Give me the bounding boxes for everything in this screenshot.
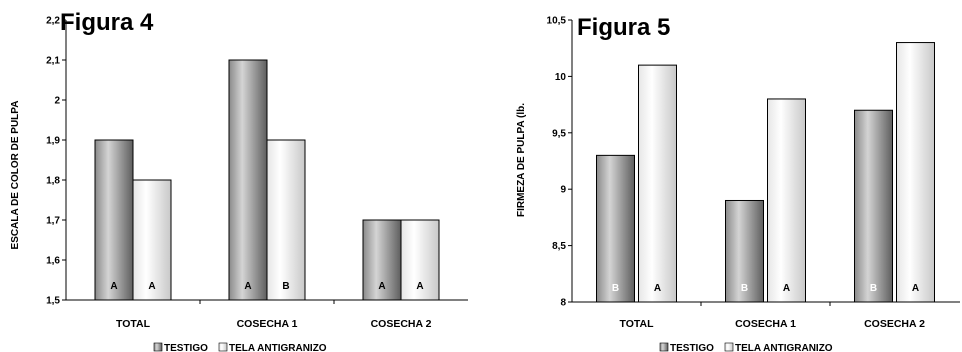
legend: TESTIGO TELA ANTIGRANIZO — [659, 342, 833, 352]
x-tick-label: COSECHA 2 — [371, 318, 432, 330]
bar-significance-letter: B — [282, 281, 289, 292]
bar-significance-letter: A — [244, 281, 251, 292]
bar-testigo — [362, 219, 402, 301]
bar-tela — [132, 179, 172, 301]
y-tick-label: 1,6 — [46, 256, 60, 267]
bar-testigo — [854, 109, 893, 303]
bar-significance-letter: A — [416, 281, 423, 292]
bar-testigo — [228, 59, 268, 301]
legend-swatch-tela — [218, 342, 228, 352]
chart-figura-4: Figura 4 ESCALA DE COLOR DE PULPA 1,5 1,6… — [10, 9, 468, 352]
y-tick-label: 9 — [560, 185, 566, 196]
y-axis-label: FIRMEZA DE PULPA (lb. — [516, 103, 527, 217]
y-tick-label: 1,7 — [46, 216, 60, 227]
legend-label-tela: TELA ANTIGRANIZO — [735, 343, 833, 352]
bar-significance-letter: A — [654, 283, 661, 294]
bar-tela — [638, 64, 677, 303]
bar-tela — [896, 42, 935, 303]
chart-figura-5: Figura 5 FIRMEZA DE PULPA (lb. 8 8,5 9 9,5 1… — [516, 14, 960, 352]
bar-tela — [767, 98, 806, 303]
y-axis-label: ESCALA DE COLOR DE PULPA — [10, 101, 21, 250]
chart-title: Figura 4 — [60, 9, 154, 36]
bar-tela — [266, 139, 306, 301]
legend-label-testigo: TESTIGO — [164, 343, 208, 352]
y-tick-label: 8 — [560, 298, 566, 309]
y-tick-label: 2 — [54, 96, 60, 107]
bar-significance-letter: B — [870, 283, 877, 294]
y-tick-label: 9,5 — [552, 128, 566, 139]
legend-label-tela: TELA ANTIGRANIZO — [229, 343, 327, 352]
y-tick-label: 1,5 — [46, 296, 60, 307]
x-tick-label: COSECHA 1 — [735, 318, 796, 330]
legend-swatch-tela — [724, 342, 734, 352]
legend-swatch-testigo — [659, 342, 669, 352]
bar-significance-letter: A — [110, 281, 117, 292]
bar-testigo — [725, 199, 764, 303]
y-tick-label: 2,1 — [46, 56, 60, 67]
x-tick-label: TOTAL — [619, 318, 654, 330]
bar-testigo — [596, 154, 635, 303]
x-tick-label: TOTAL — [116, 318, 151, 330]
plot-area: 1,5 1,6 1,7 1,8 1,9 2 2,1 2,2 TOTAL A A COSECHA 1 A B… — [46, 16, 468, 330]
legend-swatch-testigo — [153, 342, 163, 352]
bar-testigo — [94, 139, 134, 301]
y-tick-label: 8,5 — [552, 241, 566, 252]
bar-significance-letter: A — [148, 281, 155, 292]
legend: TESTIGO TELA ANTIGRANIZO — [153, 342, 327, 352]
y-tick-label: 2,2 — [46, 16, 60, 27]
y-tick-label: 1,8 — [46, 176, 60, 187]
bar-tela — [400, 219, 440, 301]
bar-significance-letter: B — [741, 283, 748, 294]
chart-title: Figura 5 — [577, 14, 670, 41]
y-tick-label: 10,5 — [547, 16, 567, 27]
x-tick-label: COSECHA 2 — [864, 318, 925, 330]
legend-label-testigo: TESTIGO — [670, 343, 714, 352]
x-tick-label: COSECHA 1 — [237, 318, 298, 330]
y-tick-label: 10 — [555, 72, 567, 83]
bar-significance-letter: A — [783, 283, 790, 294]
bar-significance-letter: A — [912, 283, 919, 294]
plot-area: 8 8,5 9 9,5 10 10,5 TOTAL B A COSECHA 1 B A COSECHA … — [547, 16, 960, 330]
y-tick-label: 1,9 — [46, 136, 60, 147]
bar-significance-letter: B — [612, 283, 619, 294]
bar-significance-letter: A — [378, 281, 385, 292]
